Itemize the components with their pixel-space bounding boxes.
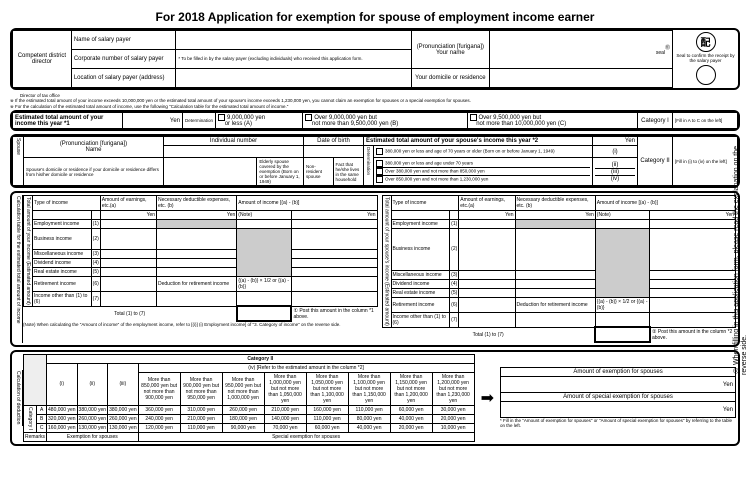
opt-b[interactable]: Over 9,000,000 yen but not more than 9,5… (303, 113, 467, 129)
reverse-side-note: ◎ When filling in this application form,… (733, 125, 748, 375)
spouse-r3[interactable]: Over 380,000 yen and not more than 850,0… (376, 168, 590, 176)
est-title: Estimated total amount of your income th… (13, 113, 123, 129)
determ-side: Determination (364, 146, 374, 186)
your-name-field[interactable]: ㊞ seal (490, 31, 673, 69)
determ-label: Determination (183, 113, 216, 129)
spouse-est-title: Estimated total amount of your spouse's … (364, 137, 593, 146)
opt-a[interactable]: 9,000,000 yen or less (A) (216, 113, 303, 129)
furigana-label: (Pronunciation [furigana])Your name (411, 31, 489, 69)
cat2-label: Category II (638, 137, 673, 186)
fill-note: * Fill in the "Amount of exemption for s… (500, 418, 736, 428)
spouse-dom-label: Spouse's domicile or residence if your d… (24, 158, 164, 186)
spouse-r2[interactable]: 380,000 yen or less and age under 70 yea… (376, 160, 590, 168)
dob-field[interactable] (304, 146, 364, 158)
indiv-num-field[interactable] (164, 146, 304, 158)
amt-spex-field[interactable]: Yen (501, 402, 736, 418)
payer-name-label: Name of salary payer (71, 31, 176, 50)
competent-label: Competent district director (13, 31, 72, 88)
est-yen-field[interactable]: Yen (123, 113, 183, 129)
cat2-field[interactable]: [Fill in (i) to (iv) on the left] (673, 137, 738, 186)
category2-table: Category II (i) (ii) (iii) (iv) [Refer t… (23, 354, 475, 442)
spouse-i: (i) (593, 146, 638, 158)
spouse-r1[interactable]: 380,000 yen or less and age of 70 years … (374, 146, 593, 158)
seal-note: Seal to confirm the receipt by the salar… (675, 53, 736, 63)
spouse-dom-field[interactable] (164, 158, 257, 186)
cat1-label: Category I (638, 113, 673, 129)
your-income-table: Total amount of your income (Estimated a… (23, 195, 378, 322)
page-title: For 2018 Application for exemption for s… (10, 10, 740, 24)
calc-side-label: Calculation table for the estimated tota… (14, 195, 23, 343)
location-label: Location of salary payer (address) (71, 69, 176, 88)
spouse-side-label: Spouse (13, 137, 24, 186)
seal-stamp-icon: 配 (696, 32, 716, 52)
cat1-field[interactable]: [Fill in A to C on the left] (673, 113, 738, 129)
corp-num-field[interactable]: * To be filled in by the salary payer (e… (176, 50, 411, 69)
spouse-income-table: Total amount of your spouse's income (Es… (382, 195, 737, 343)
opt-c[interactable]: Over 9,500,000 yen but not more than 10,… (467, 113, 637, 129)
dob-label: Date of birth (304, 137, 364, 146)
spouse-iv: (iv) (595, 176, 635, 182)
amt-ex-field[interactable]: Yen (501, 377, 736, 393)
spouse-est-field[interactable]: Yen (593, 137, 638, 146)
indiv-num-label: Individual number (164, 137, 304, 146)
spouse-name-label: (Pronunciation [furigana])Name (24, 137, 164, 158)
domicile-label: Your domicile or residence (411, 69, 489, 88)
arrow-icon: ➡ (475, 388, 500, 408)
spouse-r4[interactable]: Over 850,000 yen and not more than 1,230… (376, 176, 590, 183)
col3: Fact that he/she lives in the same house… (333, 158, 363, 186)
calc-bottom-note: (Note) When calculating the "Amount of i… (23, 322, 378, 327)
exemption-amount-table: Amount of exemption for spouses Yen Amou… (500, 367, 736, 418)
payer-name-field[interactable] (176, 31, 411, 50)
col2: Non-resident spouse (304, 158, 334, 186)
spouse-ii: (ii) (595, 162, 635, 169)
receipt-seal-circle (696, 65, 716, 85)
spouse-iii: (iii) (595, 169, 635, 176)
deduction-side-label: Calculation of deduction (14, 370, 23, 425)
corp-num-label: Corporate number of salary payer (71, 50, 176, 69)
col1: Elderly spouse covered by the exemption … (257, 158, 304, 186)
domicile-field[interactable] (490, 69, 673, 88)
location-field[interactable] (176, 69, 411, 88)
